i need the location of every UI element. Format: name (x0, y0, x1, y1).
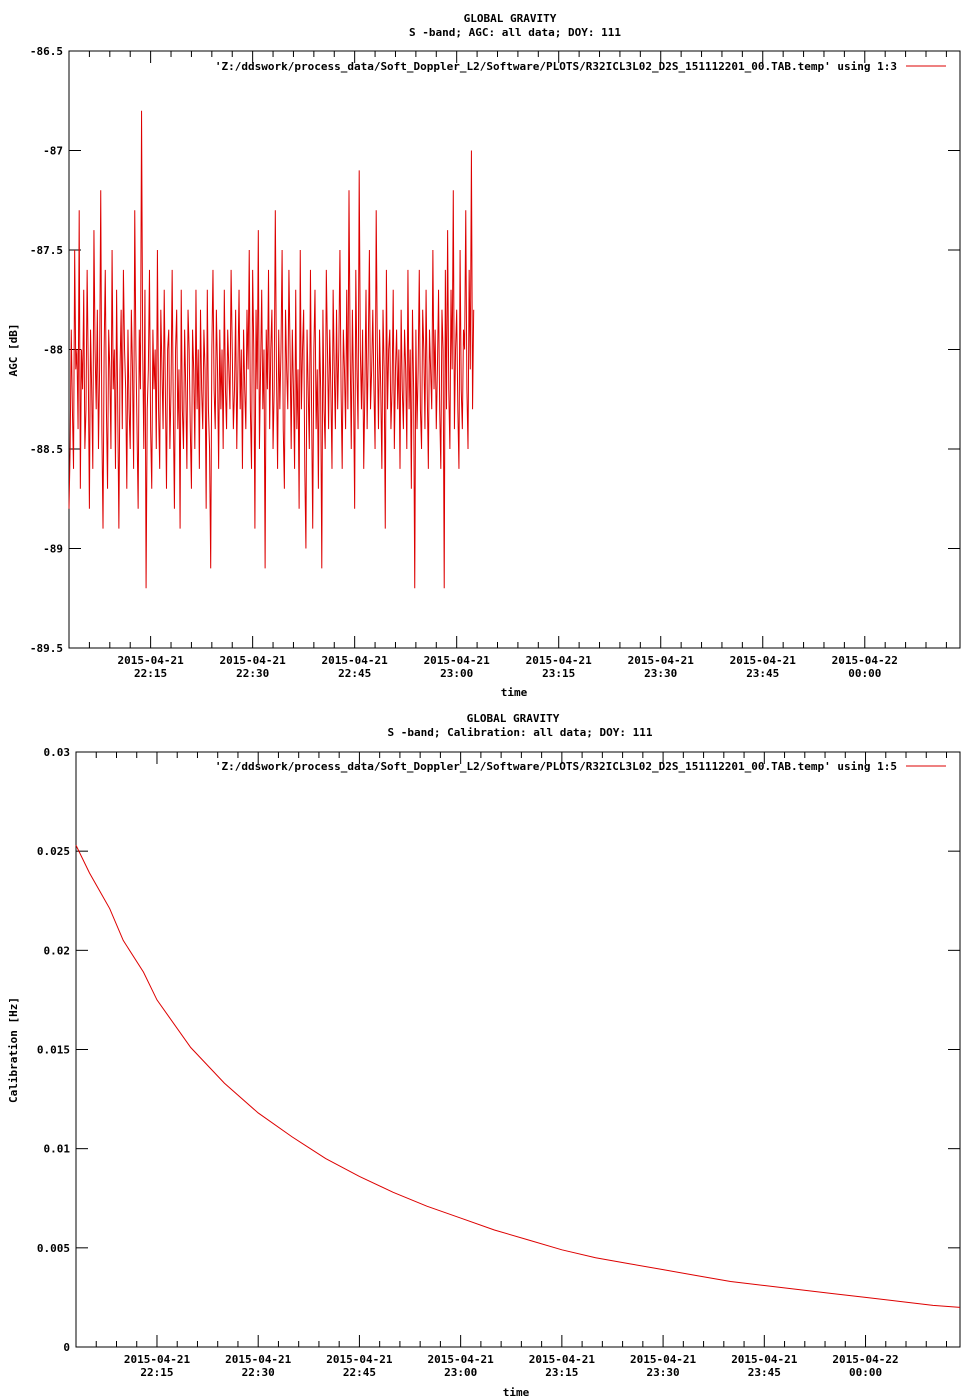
calibration-x-tick-date: 2015-04-21 (630, 1353, 697, 1366)
agc-chart-title: GLOBAL GRAVITY (464, 12, 557, 25)
calibration-y-axis-label: Calibration [Hz] (7, 997, 20, 1103)
agc-plot-frame (68, 50, 961, 649)
agc-chart: GLOBAL GRAVITY S -band; AGC: all data; D… (7, 12, 961, 699)
agc-x-tick-date: 2015-04-21 (424, 654, 491, 667)
calibration-y-ticks: 0.03 0.025 0.02 0.015 0.01 0.005 0 (37, 746, 960, 1354)
agc-x-tick-time: 23:15 (542, 667, 575, 680)
agc-x-tick-time: 22:30 (236, 667, 269, 680)
agc-x-axis-label: time (501, 686, 528, 699)
agc-x-tick-time: 23:45 (746, 667, 779, 680)
calibration-x-tick-time: 23:45 (748, 1366, 781, 1379)
calibration-x-tick-time: 22:15 (140, 1366, 173, 1379)
calibration-x-tick-date: 2015-04-21 (529, 1353, 596, 1366)
agc-y-tick-label: -87 (43, 145, 63, 158)
agc-y-axis-label: AGC [dB] (7, 324, 20, 377)
agc-x-tick-date: 2015-04-21 (220, 654, 287, 667)
calibration-x-ticks: 2015-04-2122:152015-04-2122:302015-04-21… (75, 752, 948, 1379)
agc-x-ticks: 2015-04-2122:152015-04-2122:302015-04-21… (68, 51, 947, 680)
agc-x-tick-date: 2015-04-21 (526, 654, 593, 667)
agc-x-tick-date: 2015-04-22 (832, 654, 898, 667)
calibration-y-tick-label: 0.02 (44, 944, 71, 957)
agc-y-tick-label: -89 (43, 543, 63, 556)
calibration-legend-label: 'Z:/ddswork/process_data/Soft_Doppler_L2… (215, 760, 897, 773)
calibration-x-tick-time: 23:15 (545, 1366, 578, 1379)
calibration-y-tick-label: 0.005 (37, 1242, 70, 1255)
calibration-x-tick-date: 2015-04-21 (124, 1353, 191, 1366)
agc-x-tick-time: 22:45 (338, 667, 371, 680)
agc-x-tick-time: 00:00 (848, 667, 881, 680)
calibration-x-tick-time: 22:30 (242, 1366, 275, 1379)
calibration-x-axis-label: time (503, 1386, 530, 1399)
calibration-plot-frame (75, 751, 961, 1348)
agc-series-line (68, 110, 475, 589)
agc-x-tick-date: 2015-04-21 (730, 654, 797, 667)
calibration-x-tick-date: 2015-04-21 (428, 1353, 495, 1366)
agc-x-tick-date: 2015-04-21 (322, 654, 389, 667)
agc-y-ticks: -86.5 -87 -87.5 -88 -88.5 -89 -89.5 (30, 45, 960, 655)
agc-x-tick-time: 23:00 (440, 667, 473, 680)
agc-y-tick-label: -86.5 (30, 45, 63, 58)
agc-x-tick-date: 2015-04-21 (118, 654, 185, 667)
agc-x-tick-time: 22:15 (134, 667, 167, 680)
calibration-series-line (75, 845, 961, 1308)
agc-chart-subtitle: S -band; AGC: all data; DOY: 111 (409, 26, 621, 39)
calibration-x-tick-date: 2015-04-22 (832, 1353, 898, 1366)
calibration-x-tick-time: 22:45 (343, 1366, 376, 1379)
calibration-chart-title: GLOBAL GRAVITY (467, 712, 560, 725)
calibration-x-tick-time: 00:00 (849, 1366, 882, 1379)
calibration-chart-subtitle: S -band; Calibration: all data; DOY: 111 (388, 726, 653, 739)
calibration-x-tick-date: 2015-04-21 (731, 1353, 798, 1366)
agc-y-tick-label: -88 (43, 344, 63, 357)
calibration-x-tick-date: 2015-04-21 (225, 1353, 292, 1366)
agc-y-tick-label: -89.5 (30, 642, 63, 655)
agc-x-tick-date: 2015-04-21 (628, 654, 695, 667)
calibration-x-tick-date: 2015-04-21 (326, 1353, 393, 1366)
agc-legend-label: 'Z:/ddswork/process_data/Soft_Doppler_L2… (215, 60, 897, 73)
calibration-y-tick-label: 0.03 (44, 746, 71, 759)
calibration-y-tick-label: 0.025 (37, 845, 70, 858)
calibration-y-tick-label: 0 (63, 1341, 70, 1354)
calibration-chart: GLOBAL GRAVITY S -band; Calibration: all… (7, 712, 961, 1399)
agc-y-tick-label: -87.5 (30, 244, 63, 257)
agc-y-tick-label: -88.5 (30, 443, 63, 456)
calibration-y-tick-label: 0.01 (44, 1143, 71, 1156)
calibration-x-tick-time: 23:00 (444, 1366, 477, 1379)
calibration-y-tick-label: 0.015 (37, 1044, 70, 1057)
agc-x-tick-time: 23:30 (644, 667, 677, 680)
calibration-x-tick-time: 23:30 (647, 1366, 680, 1379)
